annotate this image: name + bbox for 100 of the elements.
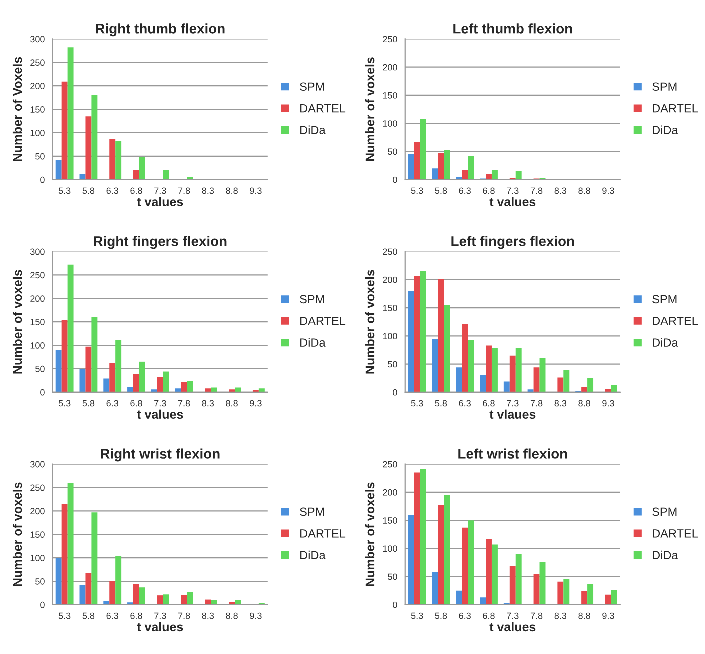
x-tick-label: 5.8 xyxy=(82,188,95,194)
y-axis-title: Number of voxels xyxy=(365,58,375,162)
y-axis-title: Number of voxels xyxy=(365,270,375,374)
y-axis-title: Number of voxels xyxy=(365,482,375,586)
legend-label: DiDa xyxy=(653,126,678,134)
x-tick-label: 7.8 xyxy=(178,400,190,407)
x-tick-label: 5.3 xyxy=(411,612,424,620)
y-tick-label: 100 xyxy=(383,546,398,552)
y-tick-label: 250 xyxy=(30,484,45,492)
y-tick-label: 0 xyxy=(393,389,398,396)
legend-label: DiDa xyxy=(653,338,678,347)
legend-label: SPM xyxy=(652,508,677,516)
x-axis-title: t values xyxy=(137,410,184,420)
y-tick-label: 0 xyxy=(40,389,45,396)
y-tick-label: 200 xyxy=(30,83,45,90)
chart-title: Left fingers flexion xyxy=(452,236,574,250)
x-tick-label: 9.3 xyxy=(602,400,614,407)
x-tick-label: 8.3 xyxy=(202,612,214,620)
x-tick-label: 5.8 xyxy=(82,400,95,407)
y-tick-label: 200 xyxy=(30,508,45,515)
y-tick-label: 100 xyxy=(383,120,398,127)
y-tick-label: 150 xyxy=(383,92,398,99)
legend-label: DiDa xyxy=(300,550,326,560)
x-tick-label: 6.8 xyxy=(483,188,495,194)
x-tick-label: 5.3 xyxy=(58,612,71,620)
y-tick-label: 300 xyxy=(30,36,45,43)
y-tick-label: 250 xyxy=(383,36,398,43)
x-tick-label: 5.8 xyxy=(435,400,448,407)
y-tick-label: 100 xyxy=(30,130,45,136)
x-tick-label: 5.3 xyxy=(411,188,424,194)
x-tick-label: 7.3 xyxy=(154,188,166,194)
y-tick-label: 200 xyxy=(383,276,398,284)
x-tick-label: 8.3 xyxy=(202,400,214,407)
x-tick-label: 9.3 xyxy=(602,188,614,194)
x-tick-label: 5.8 xyxy=(435,612,448,620)
legend-label: SPM xyxy=(300,508,324,516)
x-tick-label: 7.8 xyxy=(178,612,190,620)
y-tick-label: 200 xyxy=(383,489,398,496)
x-tick-label: 6.3 xyxy=(106,188,118,194)
legend-label: DARTEL xyxy=(653,317,698,326)
x-axis-title: t vlaues xyxy=(490,410,536,420)
y-tick-label: 150 xyxy=(30,532,45,538)
x-tick-label: 6.8 xyxy=(483,612,495,620)
y-axis-title: Number of voxels xyxy=(12,270,22,374)
x-tick-label: 7.8 xyxy=(530,612,543,620)
x-tick-label: 9.3 xyxy=(250,188,262,194)
legend-label: SPM xyxy=(652,82,677,92)
y-tick-label: 100 xyxy=(30,555,45,562)
legend-label: DARTEL xyxy=(300,317,346,326)
chart-title: Left wrist flexion xyxy=(458,448,568,459)
legend-label: DiDa xyxy=(300,338,326,347)
legend-label: SPM xyxy=(300,295,324,304)
x-axis-title: t values xyxy=(490,197,536,206)
x-tick-label: 6.3 xyxy=(459,400,471,407)
y-tick-label: 150 xyxy=(30,319,45,326)
y-tick-label: 300 xyxy=(30,461,45,468)
legend-label: DARTEL xyxy=(300,530,346,538)
y-tick-label: 100 xyxy=(383,333,398,340)
chart-title: Right fingers flexion xyxy=(94,236,227,250)
y-tick-label: 250 xyxy=(383,248,398,256)
y-tick-label: 0 xyxy=(40,176,45,184)
y-tick-label: 200 xyxy=(30,296,45,302)
y-tick-label: 100 xyxy=(30,342,45,349)
y-tick-label: 50 xyxy=(388,574,398,580)
x-tick-label: 9.3 xyxy=(250,612,262,620)
chart-title: Right thumb flexion xyxy=(96,24,225,37)
x-tick-label: 5.3 xyxy=(58,400,71,407)
legend-label: DiDa xyxy=(653,550,678,560)
legend-label: DARTEL xyxy=(300,104,346,113)
y-tick-label: 300 xyxy=(30,248,45,256)
x-tick-label: 8.8 xyxy=(578,612,590,620)
x-tick-label: 8.8 xyxy=(226,188,238,194)
x-tick-label: 9.3 xyxy=(602,612,614,620)
x-tick-label: 8.8 xyxy=(226,612,238,620)
x-tick-label: 8.3 xyxy=(554,612,567,620)
x-tick-label: 8.8 xyxy=(578,400,590,407)
x-tick-label: 7.3 xyxy=(154,400,166,407)
y-tick-label: 200 xyxy=(383,64,398,71)
legend-label: DARTEL xyxy=(653,530,698,538)
x-tick-label: 7.3 xyxy=(154,612,166,620)
x-tick-label: 6.3 xyxy=(459,188,471,194)
x-tick-label: 6.8 xyxy=(130,612,142,620)
legend-label: SPM xyxy=(652,295,677,304)
chart-title: Right wrist flexion xyxy=(101,448,220,462)
x-tick-label: 9.3 xyxy=(250,400,262,407)
chart-title: Left thumb flexion xyxy=(454,24,572,34)
y-tick-label: 150 xyxy=(383,518,398,524)
y-axis-title: Number of voxels xyxy=(12,482,22,586)
x-tick-label: 5.3 xyxy=(411,400,424,407)
legend-label: DiDa xyxy=(300,126,326,134)
y-tick-label: 0 xyxy=(393,176,398,184)
x-tick-label: 8.3 xyxy=(554,188,567,194)
x-tick-label: 7.3 xyxy=(507,188,519,194)
x-axis-title: t values xyxy=(490,622,536,632)
y-tick-label: 50 xyxy=(388,361,398,368)
x-tick-label: 7.8 xyxy=(178,188,190,194)
x-tick-label: 6.3 xyxy=(459,612,471,620)
x-tick-label: 7.8 xyxy=(530,188,543,194)
x-axis-title: t values xyxy=(137,197,184,206)
x-tick-label: 5.8 xyxy=(435,188,448,194)
